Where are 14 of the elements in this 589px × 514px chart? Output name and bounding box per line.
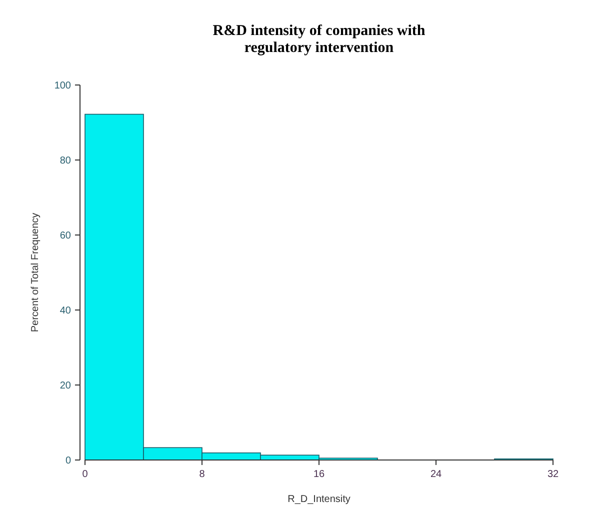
- y-tick-label: 0: [65, 456, 72, 466]
- y-tick-label: 100: [54, 80, 72, 92]
- chart-title: R&D intensity of companies with regulatory intervention: [212, 23, 426, 56]
- x-tick-label: 16: [313, 469, 325, 480]
- y-tick-label: 40: [60, 306, 72, 316]
- y-axis-title: Percent of Total Frequency: [30, 212, 41, 332]
- x-tick-label: 32: [547, 469, 559, 480]
- y-tick-label: 20: [60, 380, 72, 392]
- x-tick-label: 24: [430, 469, 442, 480]
- y-tick-label: 60: [60, 230, 72, 242]
- x-axis-title: R_D_Intensity: [288, 494, 350, 505]
- x-tick-label: 8: [199, 469, 206, 480]
- y-tick-label: 80: [60, 156, 72, 166]
- x-tick-label: 0: [82, 469, 88, 480]
